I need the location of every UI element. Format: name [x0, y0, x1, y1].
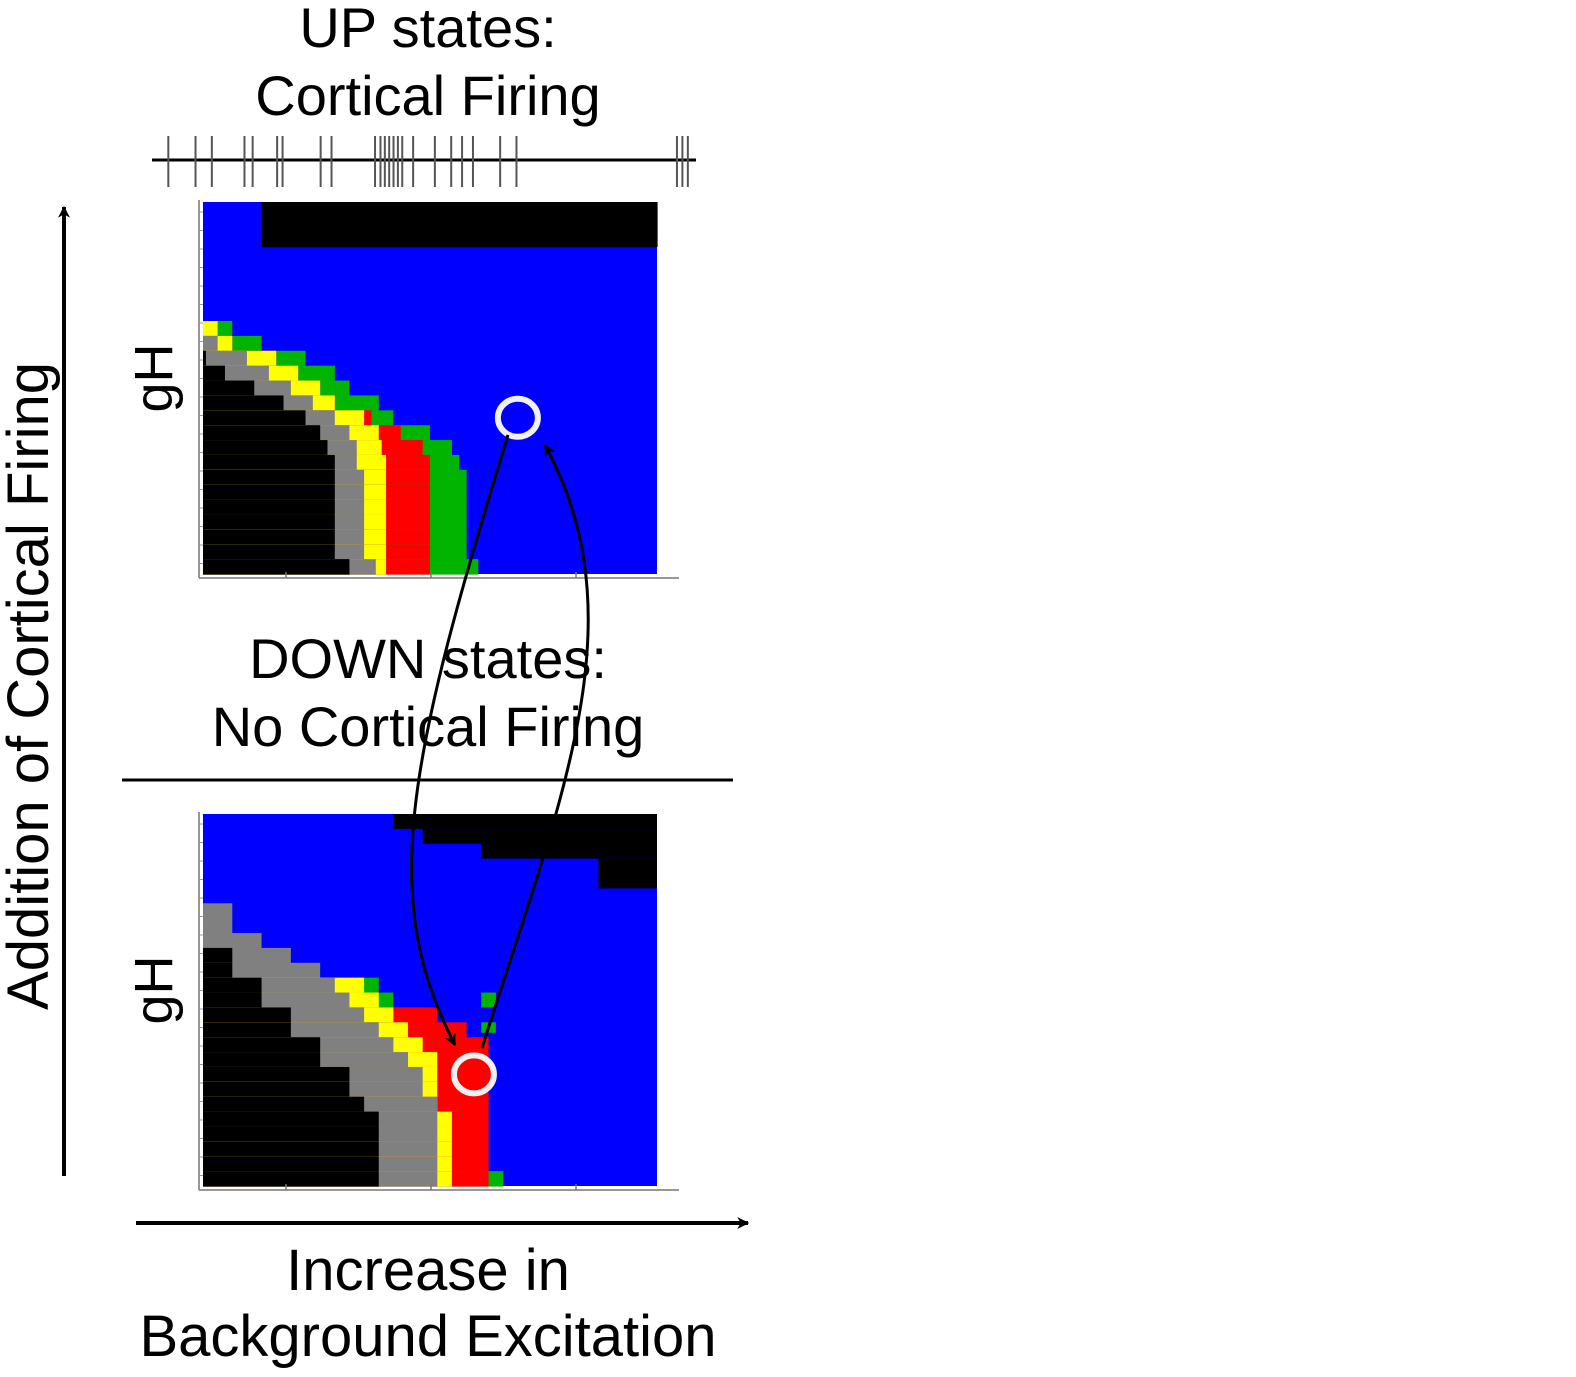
region-black — [203, 1171, 379, 1187]
horizontal-axis-label-line1: Increase in — [286, 1238, 570, 1303]
bottom-phase-panel — [198, 812, 679, 1191]
region-black-top — [598, 858, 657, 889]
down-title-line1: DOWN states: — [249, 627, 607, 690]
region-black — [203, 1037, 321, 1053]
region-gray — [203, 933, 262, 949]
region-black — [203, 1096, 365, 1113]
region-black — [203, 529, 335, 545]
state-marker-blue — [494, 395, 541, 440]
up-title-line2: Cortical Firing — [255, 64, 600, 127]
region-black — [203, 1126, 379, 1142]
region-gray — [203, 918, 233, 934]
region-black-top — [422, 231, 657, 247]
region-black-top — [261, 202, 657, 232]
region-black — [203, 469, 335, 486]
region-black — [203, 1052, 321, 1068]
region-black — [203, 395, 284, 411]
region-black-top — [481, 843, 657, 859]
region-black — [203, 380, 255, 397]
vertical-axis-label: Addition of Cortical Firing — [0, 362, 61, 1010]
region-black — [203, 350, 206, 367]
top-phase-panel — [198, 200, 679, 579]
region-black — [203, 365, 225, 382]
region-black — [203, 499, 335, 516]
region-black — [203, 1141, 379, 1157]
region-black-top — [393, 814, 657, 829]
region-black — [203, 440, 328, 456]
region-black — [203, 1156, 379, 1172]
region-green — [481, 992, 496, 1008]
top-panel-ylabel: gH — [124, 343, 184, 412]
transition-arrow-down-to-up — [480, 443, 590, 1049]
region-black-top — [422, 828, 657, 844]
region-black — [203, 410, 306, 426]
spike-raster — [152, 136, 696, 187]
region-black — [203, 454, 335, 471]
region-black — [203, 1007, 291, 1023]
region-black — [203, 544, 335, 560]
region-black — [203, 1022, 291, 1038]
region-black — [203, 484, 335, 501]
region-gray — [203, 903, 233, 919]
region-black — [203, 1081, 350, 1098]
region-black — [203, 992, 262, 1009]
state-marker-red — [450, 1052, 497, 1097]
region-black — [203, 514, 335, 530]
region-black — [203, 977, 262, 994]
horizontal-axis-label-line2: Background Excitation — [139, 1304, 716, 1369]
region-gray — [203, 335, 218, 352]
region-black — [203, 962, 233, 979]
region-yellow — [203, 321, 218, 337]
region-black — [203, 1066, 350, 1083]
bottom-panel-ylabel: gH — [124, 955, 184, 1024]
transition-arrow-up-to-down — [410, 434, 510, 1047]
region-black — [203, 1111, 379, 1128]
region-gray — [203, 350, 247, 367]
region-black — [203, 425, 321, 441]
up-title-line1: UP states: — [299, 0, 556, 59]
region-black — [203, 947, 233, 964]
region-black — [203, 559, 350, 575]
